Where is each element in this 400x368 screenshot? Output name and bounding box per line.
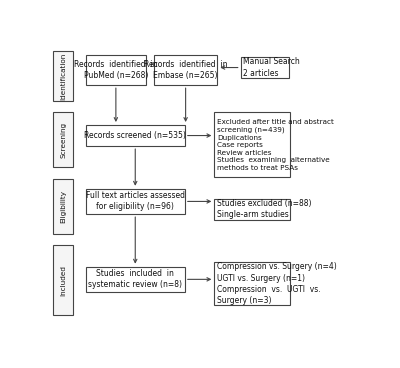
Text: Records  identified  in
Embase (n=265): Records identified in Embase (n=265)	[144, 60, 227, 81]
Text: Manual Search
2 articles: Manual Search 2 articles	[243, 57, 300, 78]
FancyBboxPatch shape	[214, 199, 290, 220]
FancyBboxPatch shape	[53, 51, 73, 101]
FancyBboxPatch shape	[241, 57, 289, 78]
Text: Eligibility: Eligibility	[60, 190, 66, 223]
Text: Screening: Screening	[60, 122, 66, 158]
Text: Studies excluded (n=88)
Single-arm studies: Studies excluded (n=88) Single-arm studi…	[217, 199, 311, 219]
Text: Identification: Identification	[60, 52, 66, 100]
Text: Excluded after title and abstract
screening (n=439)
Duplications
Case reports
Re: Excluded after title and abstract screen…	[217, 119, 334, 170]
FancyBboxPatch shape	[214, 262, 290, 305]
FancyBboxPatch shape	[86, 125, 185, 146]
Text: Studies  included  in
systematic review (n=8): Studies included in systematic review (n…	[88, 269, 182, 289]
FancyBboxPatch shape	[86, 56, 146, 85]
FancyBboxPatch shape	[154, 56, 218, 85]
FancyBboxPatch shape	[86, 266, 185, 292]
Text: Compression vs. Surgery (n=4)
UGTI vs. Surgery (n=1)
Compression  vs.  UGTI  vs.: Compression vs. Surgery (n=4) UGTI vs. S…	[217, 262, 336, 305]
FancyBboxPatch shape	[53, 179, 73, 234]
FancyBboxPatch shape	[53, 112, 73, 167]
FancyBboxPatch shape	[214, 112, 290, 177]
FancyBboxPatch shape	[86, 189, 185, 214]
FancyBboxPatch shape	[53, 245, 73, 315]
Text: Records  identified  in
PubMed (n=268): Records identified in PubMed (n=268)	[74, 60, 158, 81]
Text: Included: Included	[60, 265, 66, 296]
Text: Records screened (n=535): Records screened (n=535)	[84, 131, 186, 140]
Text: Full text articles assessed
for eligibility (n=96): Full text articles assessed for eligibil…	[86, 191, 185, 212]
